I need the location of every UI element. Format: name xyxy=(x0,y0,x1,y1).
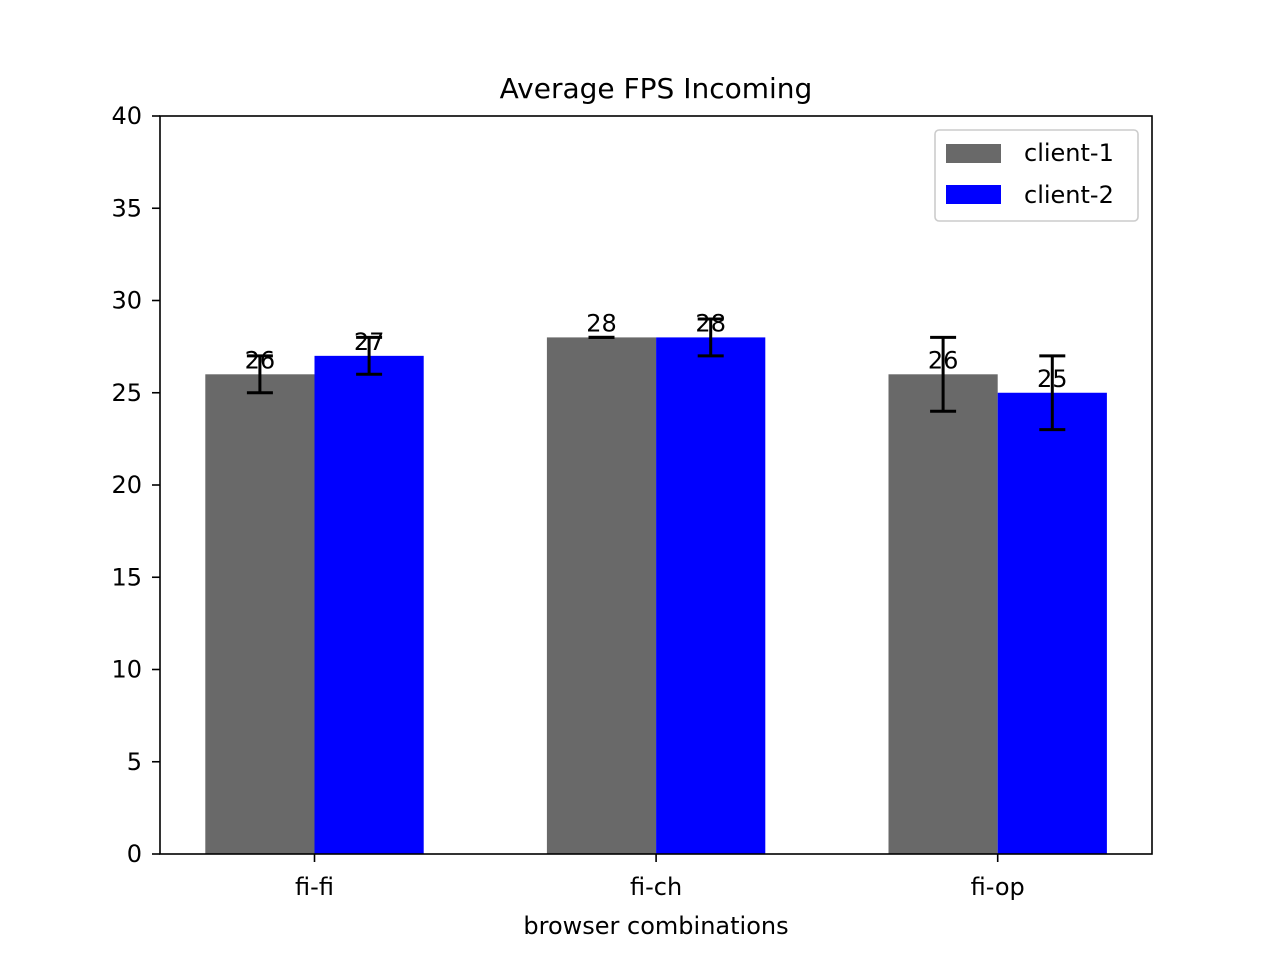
bar-value-label: 25 xyxy=(1037,365,1068,393)
legend-label-client-2: client-2 xyxy=(1024,181,1114,209)
y-tick-label: 40 xyxy=(111,102,142,130)
x-tick-label: fi-op xyxy=(971,873,1025,901)
y-tick-label: 20 xyxy=(111,471,142,499)
bar-value-label: 26 xyxy=(245,346,276,374)
bar-client-1-fi-ch xyxy=(546,337,657,854)
bars-group xyxy=(205,337,1107,854)
error-bar-client-1-fi-fi xyxy=(246,354,273,395)
y-tick-label: 10 xyxy=(111,656,142,684)
bar-value-label: 28 xyxy=(695,309,726,337)
bar-value-label: 26 xyxy=(928,346,959,374)
bar-value-label: 27 xyxy=(354,328,385,356)
error-bar-client-2-fi-ch xyxy=(697,317,724,358)
bar-client-2-fi-op xyxy=(997,392,1107,854)
y-tick-label: 25 xyxy=(111,379,142,407)
y-tick-label: 5 xyxy=(127,748,142,776)
x-axis: fi-fi fi-ch fi-op xyxy=(295,854,1025,901)
x-tick-label: fi-fi xyxy=(295,873,334,901)
legend-swatch-client-2 xyxy=(946,185,1001,204)
error-bar-client-2-fi-fi xyxy=(356,335,383,376)
error-bar-client-1-fi-op xyxy=(930,335,957,413)
legend: client-1 client-2 xyxy=(934,129,1139,222)
error-bar-client-2-fi-op xyxy=(1039,354,1066,432)
legend-label-client-1: client-1 xyxy=(1024,139,1114,167)
y-axis: 0 5 10 15 20 25 30 35 40 xyxy=(111,102,160,868)
y-tick-label: 15 xyxy=(111,563,142,591)
y-tick-label: 35 xyxy=(111,194,142,222)
bar-client-2-fi-fi xyxy=(314,355,424,854)
error-bars-group xyxy=(246,317,1066,432)
bar-client-2-fi-ch xyxy=(656,337,766,854)
chart-title: Average FPS Incoming xyxy=(500,72,813,105)
bar-client-1-fi-op xyxy=(888,374,998,854)
bar-value-label: 28 xyxy=(586,309,617,337)
legend-swatch-client-1 xyxy=(946,144,1001,163)
x-tick-label: fi-ch xyxy=(630,873,682,901)
y-tick-label: 30 xyxy=(111,287,142,315)
y-tick-label: 0 xyxy=(127,840,142,868)
x-axis-label: browser combinations xyxy=(523,912,788,940)
bar-labels-group: 26 28 26 27 28 25 xyxy=(245,309,1068,392)
bar-client-1-fi-fi xyxy=(205,374,315,854)
